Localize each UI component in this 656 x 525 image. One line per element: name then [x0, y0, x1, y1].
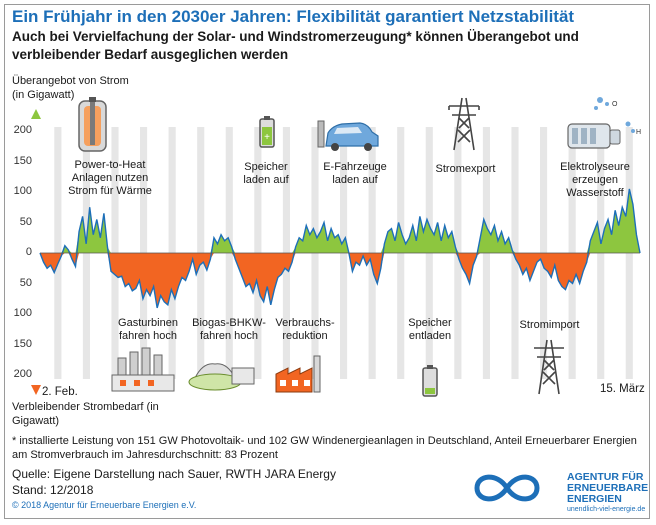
end-date-label: 15. März [600, 383, 645, 395]
y-tick-label: 50 [19, 215, 32, 228]
y-tick-label: 200 [13, 368, 32, 380]
y-tick-label: 150 [13, 337, 32, 350]
electric-car-icon [317, 120, 379, 151]
chart-title: Ein Frühjahr in den 2030er Jahren: Flexi… [12, 7, 575, 26]
y-tick-label: 200 [13, 124, 32, 136]
y-axis-arrow-up [31, 109, 41, 119]
caption-stromexport: Stromexport [435, 163, 496, 175]
power-pylon-icon [448, 97, 480, 151]
y-tick-label: 100 [13, 307, 32, 319]
electrolyser-icon: O H [567, 97, 641, 149]
svg-text:+: + [264, 132, 270, 143]
caption-verbrauchsreduktion: Verbrauchs-reduktion [275, 317, 335, 342]
y-axis-arrow-down [31, 385, 41, 395]
water-heater-icon [78, 97, 107, 152]
y-tick-label: 50 [19, 276, 32, 289]
source-text: Quelle: Eigene Darstellung nach Sauer, R… [12, 467, 336, 481]
surplus-area [40, 188, 640, 253]
caption-elektrolyseure: Elektrolyseure erzeugen Wasserstoff [560, 161, 630, 199]
factory-icon [275, 355, 321, 393]
y-tick-label: 100 [13, 185, 32, 197]
battery-discharging-icon [422, 365, 438, 397]
battery-charging-icon: + [259, 116, 275, 148]
gas-turbine-icon [111, 347, 175, 392]
footnote-line1: * installierte Leistung von 151 GW Photo… [12, 435, 637, 447]
svg-text:H: H [636, 129, 641, 136]
caption-power-to-heat: Power-to-Heat Anlagen nutzen Strom für Wär… [68, 159, 152, 197]
figure-frame [4, 4, 650, 519]
chart-subtitle: Auch bei Vervielfachung der Solar- und W… [12, 29, 579, 62]
footnote-line2: am Stromverbrauch im Jahresdurchschnitt:… [12, 449, 278, 461]
caption-e-fahrzeuge: E-Fahrzeuge laden auf [323, 161, 387, 186]
infinity-logo-icon [474, 474, 540, 502]
start-date-label: 2. Feb. [42, 386, 78, 398]
svg-text:O: O [612, 101, 618, 108]
caption-stromimport: Stromimport [519, 319, 580, 331]
caption-biogas: Biogas-BHKW-fahren hoch [192, 317, 266, 342]
biogas-plant-icon [188, 363, 255, 391]
logo-url: unendlich-viel-energie.de [567, 506, 646, 513]
residual-load-line [39, 188, 641, 309]
y-tick-label: 0 [25, 246, 32, 258]
y-upper-label-line1: Überangebot von Strom [12, 75, 129, 87]
y-lower-label: Verbleibender Strombedarf (in Gigawatt) [12, 401, 159, 427]
copyright-text: © 2018 Agentur für Erneuerbare Energien … [12, 500, 197, 510]
y-upper-label-line2: (in Gigawatt) [12, 89, 75, 101]
stand-text: Stand: 12/2018 [12, 483, 94, 497]
power-pylon-icon [534, 339, 564, 395]
y-tick-label: 150 [13, 154, 32, 167]
caption-speicher-entladen: Speicher entladen [408, 317, 452, 342]
caption-speicher-laden: Speicher laden auf [243, 161, 289, 186]
caption-gasturbinen: Gasturbinen fahren hoch [118, 317, 178, 342]
logo-text: AGENTUR FÜR ERNEUERBARE ENERGIEN [567, 471, 649, 505]
